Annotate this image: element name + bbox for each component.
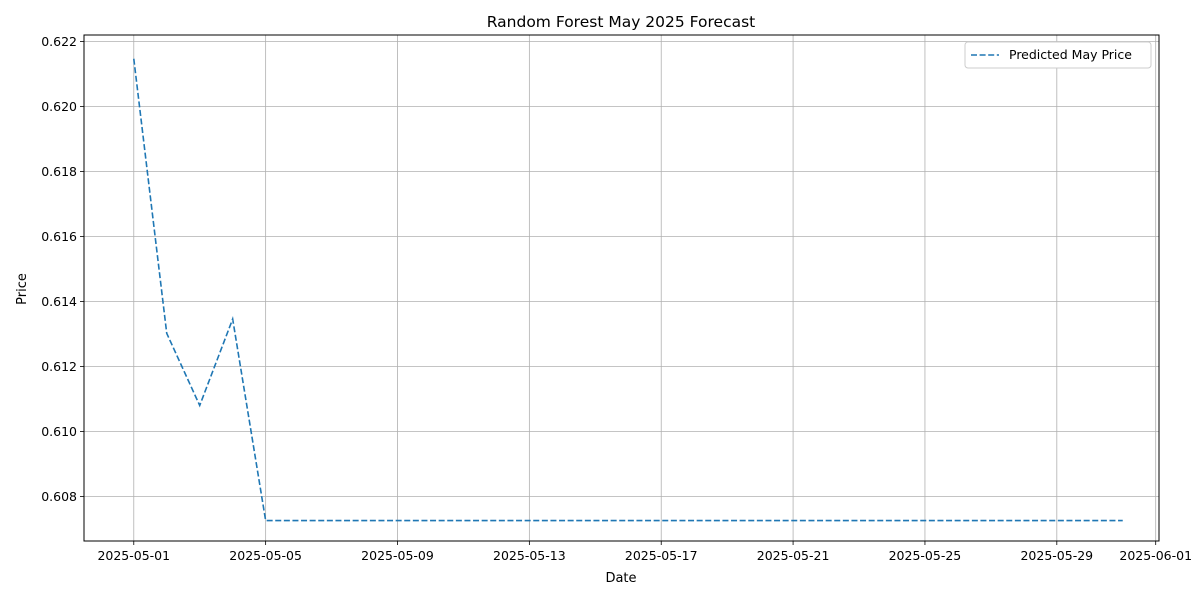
x-tick-label: 2025-06-01	[1119, 548, 1192, 563]
legend-label: Predicted May Price	[1009, 47, 1132, 62]
legend-box	[964, 41, 1152, 69]
x-tick-label: 2025-05-13	[493, 548, 566, 563]
y-tick-label: 0.610	[41, 424, 77, 439]
plot-frame	[83, 34, 1160, 542]
y-tick-label: 0.614	[41, 294, 77, 309]
y-tick-label: 0.620	[41, 99, 77, 114]
x-tick-label: 2025-05-29	[1020, 548, 1093, 563]
x-tick-label: 2025-05-17	[625, 548, 698, 563]
y-tick-label: 0.622	[41, 34, 77, 49]
x-axis-ticks: 2025-05-01 2025-05-05 2025-05-09 2025-05-13…	[97, 541, 1192, 563]
x-tick-label: 2025-05-09	[361, 548, 434, 563]
x-tick-label: 2025-05-21	[757, 548, 830, 563]
legend: Predicted May Price	[964, 41, 1152, 69]
y-tick-label: 0.608	[41, 489, 77, 504]
x-tick-label: 2025-05-01	[97, 548, 170, 563]
y-tick-label: 0.618	[41, 164, 77, 179]
chart-title: Random Forest May 2025 Forecast	[487, 13, 756, 31]
series-line-predicted-may-price	[132, 58, 1123, 522]
x-tick-label: 2025-05-05	[229, 548, 302, 563]
grid	[84, 35, 1159, 541]
y-tick-label: 0.612	[41, 359, 77, 374]
y-axis-label: Price	[15, 273, 30, 305]
x-tick-label: 2025-05-25	[889, 548, 962, 563]
y-tick-label: 0.616	[41, 229, 77, 244]
y-axis-ticks: 0.608 0.610 0.612 0.614 0.616 0.618 0.620 0.622	[41, 34, 84, 504]
plot-series	[132, 58, 1123, 522]
x-axis-label: Date	[605, 571, 636, 586]
